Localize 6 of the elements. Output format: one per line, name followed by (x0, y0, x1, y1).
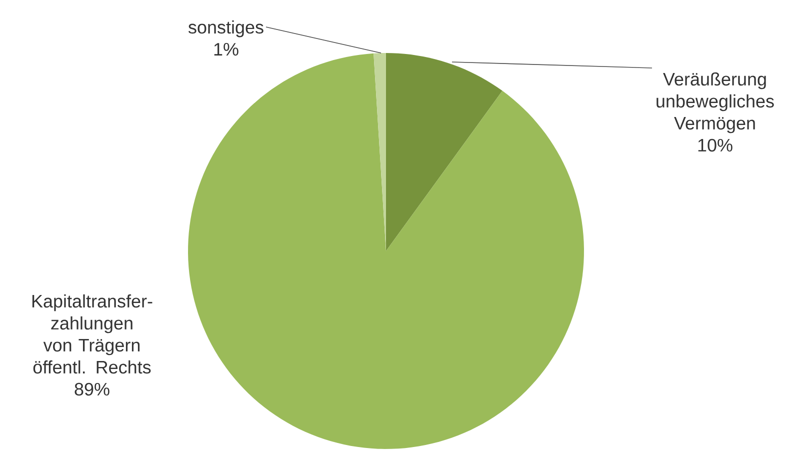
data-label: 89% (74, 382, 110, 396)
data-label: 10% (698, 138, 732, 152)
slice-label: sonstiges (188, 20, 264, 38)
data-label: 1% (214, 42, 238, 56)
slice-label: Veräußerung unbewegliches Vermögen (656, 72, 774, 134)
slice-label: Kapitaltransfer-zahlungen von Trägern öffentl. Rechts (32, 294, 152, 374)
